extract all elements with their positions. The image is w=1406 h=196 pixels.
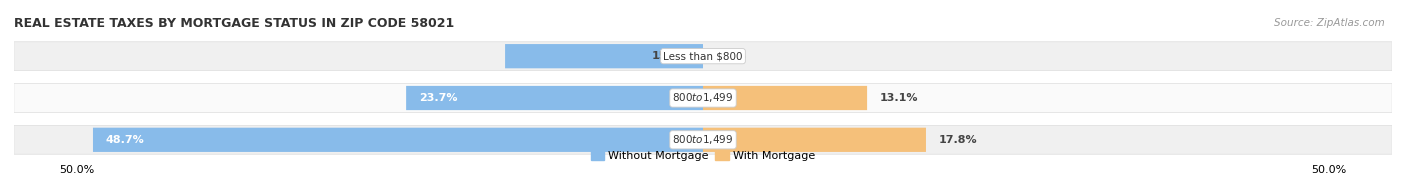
Text: Source: ZipAtlas.com: Source: ZipAtlas.com (1274, 18, 1385, 28)
Text: 13.1%: 13.1% (880, 93, 918, 103)
FancyBboxPatch shape (14, 125, 1392, 154)
FancyBboxPatch shape (14, 42, 1392, 71)
Text: 48.7%: 48.7% (105, 135, 145, 145)
Text: 23.7%: 23.7% (419, 93, 457, 103)
FancyBboxPatch shape (406, 86, 703, 110)
Text: $800 to $1,499: $800 to $1,499 (672, 133, 734, 146)
Text: 17.8%: 17.8% (938, 135, 977, 145)
Text: 15.8%: 15.8% (652, 51, 690, 61)
FancyBboxPatch shape (93, 128, 703, 152)
Text: $800 to $1,499: $800 to $1,499 (672, 92, 734, 104)
Text: 0.0%: 0.0% (716, 51, 747, 61)
FancyBboxPatch shape (505, 44, 703, 68)
FancyBboxPatch shape (14, 83, 1392, 113)
Text: REAL ESTATE TAXES BY MORTGAGE STATUS IN ZIP CODE 58021: REAL ESTATE TAXES BY MORTGAGE STATUS IN … (14, 17, 454, 30)
FancyBboxPatch shape (703, 128, 927, 152)
Legend: Without Mortgage, With Mortgage: Without Mortgage, With Mortgage (586, 146, 820, 165)
Text: Less than $800: Less than $800 (664, 51, 742, 61)
FancyBboxPatch shape (703, 86, 868, 110)
